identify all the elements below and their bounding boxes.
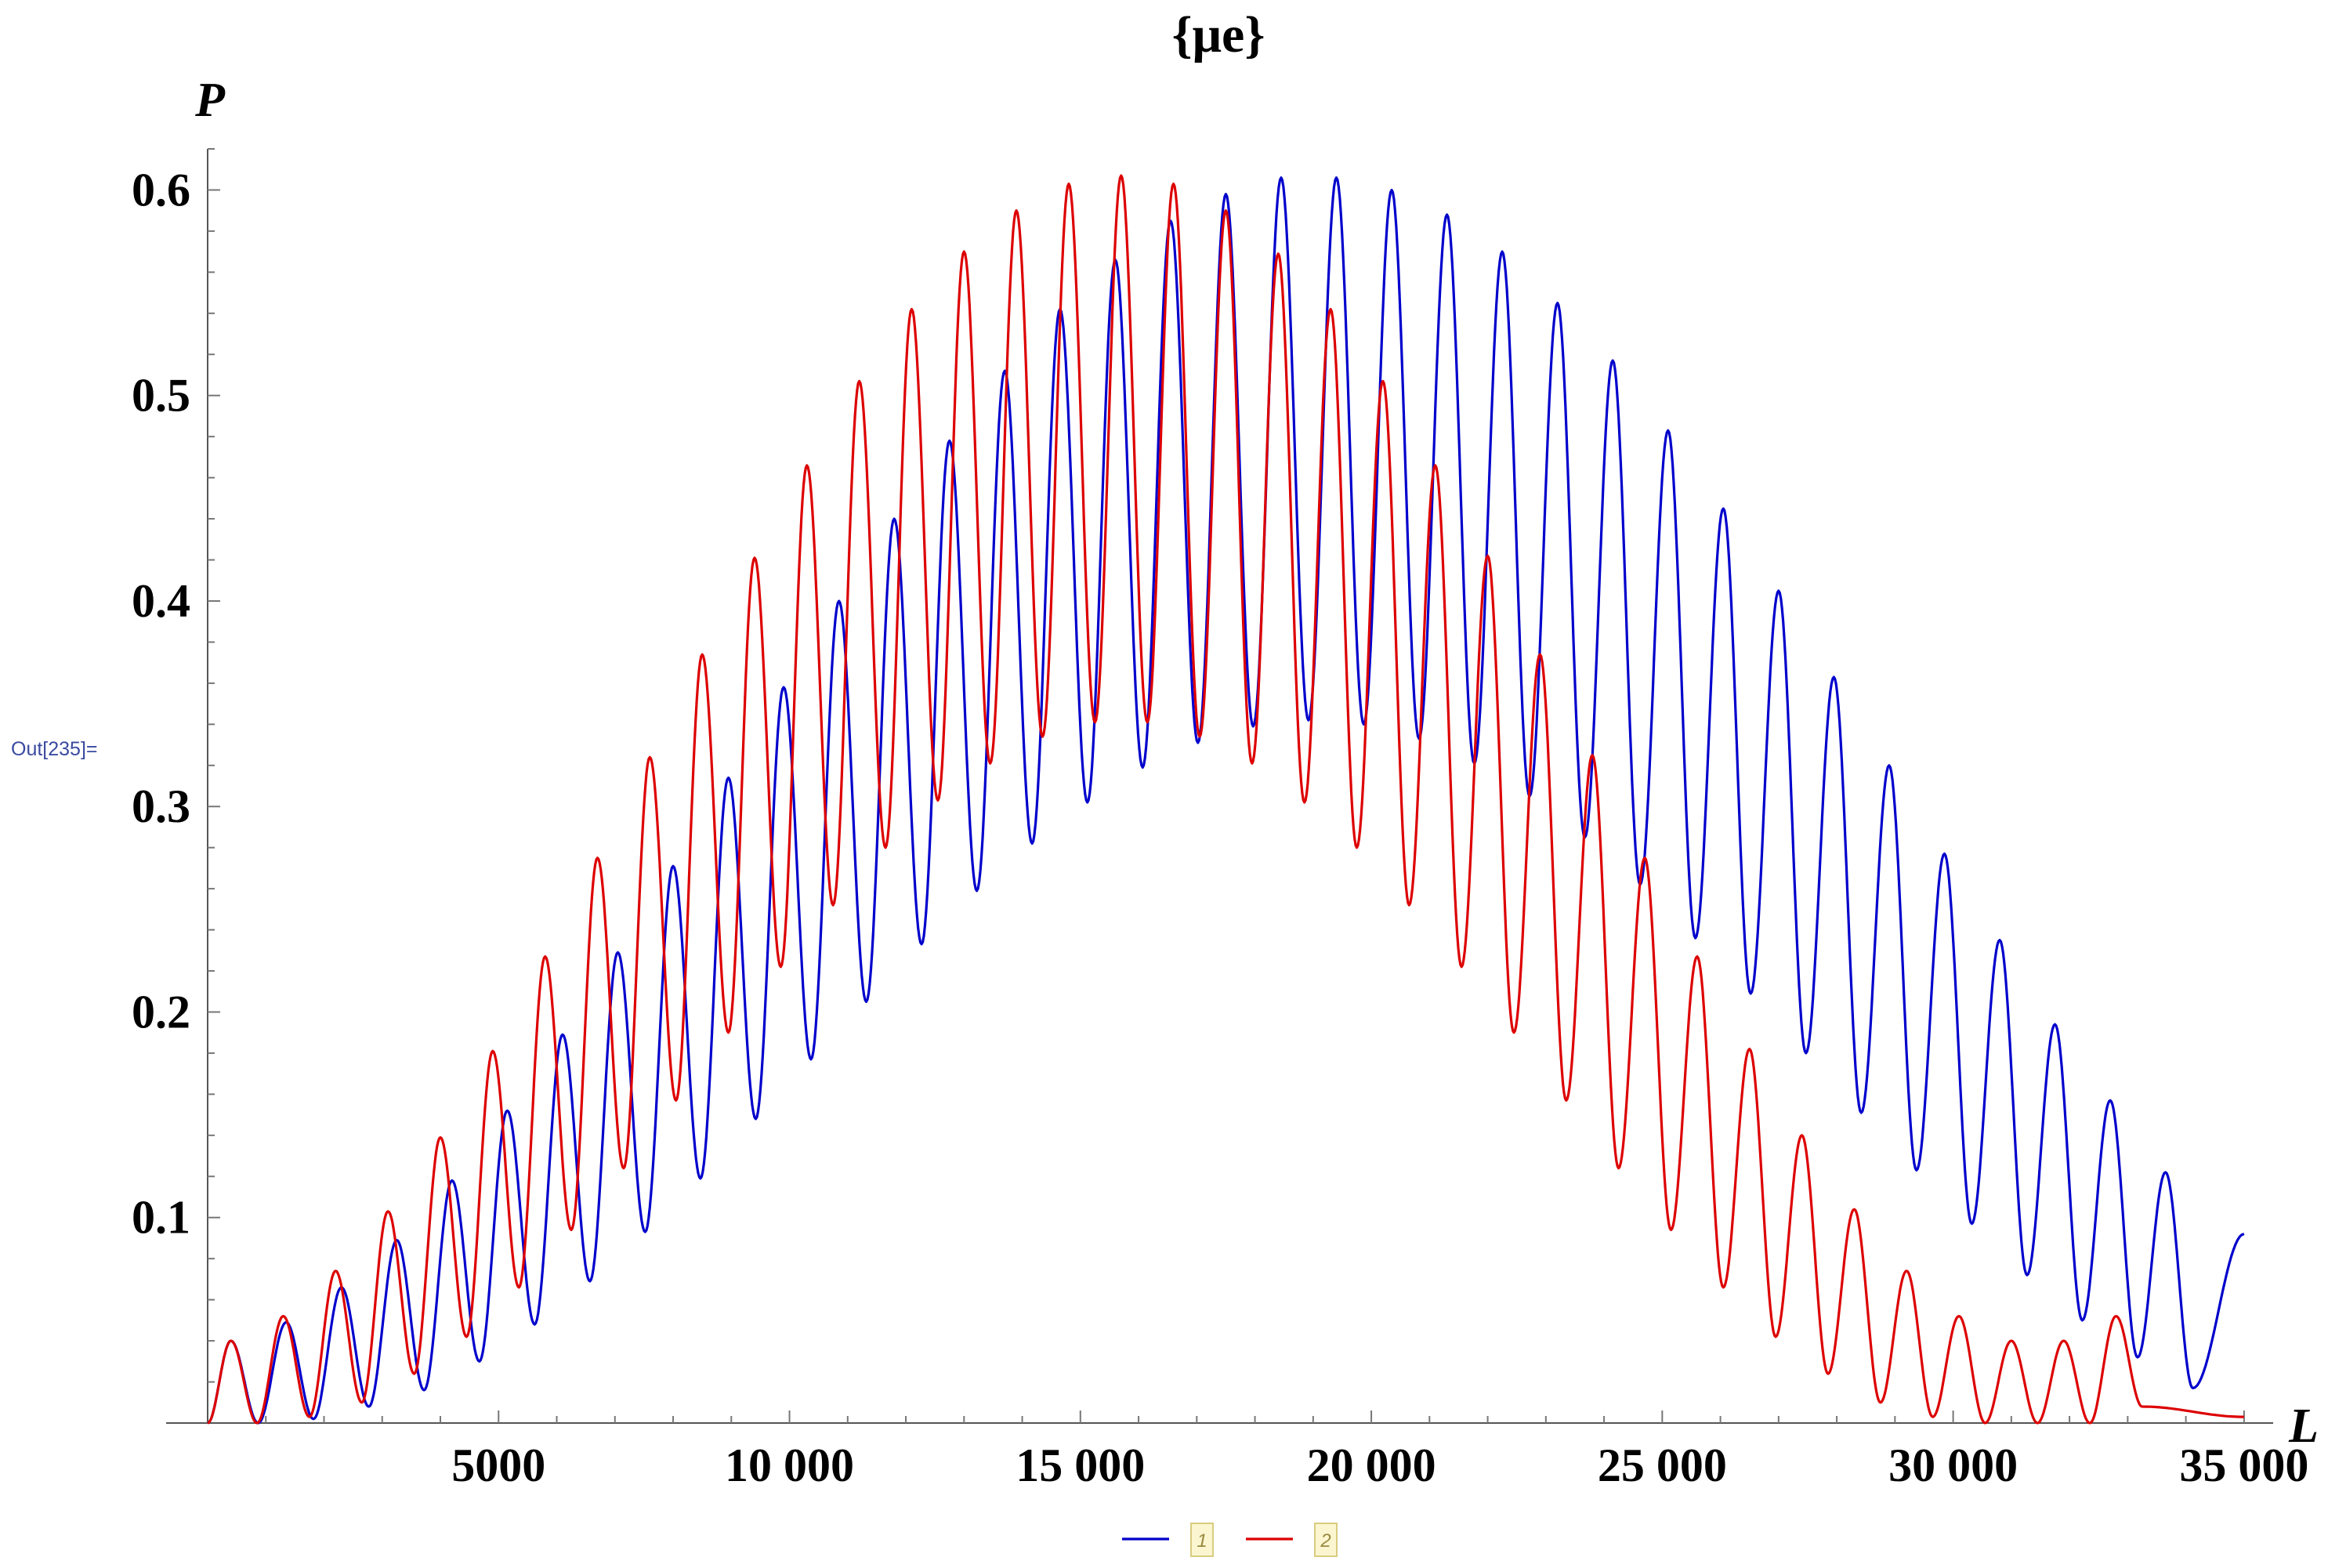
y-tick-label: 0.4: [132, 575, 190, 627]
chart-title: {μe}: [1172, 6, 1265, 63]
x-tick-label: 5000: [451, 1439, 545, 1491]
y-axis-label: P: [194, 74, 226, 127]
y-tick-label: 0.1: [132, 1192, 190, 1244]
y-tick-label: 0.3: [132, 780, 190, 832]
legend-label-box: [1190, 1523, 1214, 1557]
y-tick-label: 0.6: [132, 164, 190, 215]
x-axis-label: L: [2288, 1400, 2319, 1453]
series-line-1: [207, 176, 2245, 1425]
x-tick-label: 20 000: [1307, 1439, 1436, 1491]
legend-label-2: 2: [1320, 1530, 1331, 1552]
x-tick-label: 15 000: [1016, 1439, 1145, 1491]
series-layer: [207, 174, 2245, 1425]
axes: [166, 149, 2273, 1424]
x-tick-label: 30 000: [1888, 1439, 2018, 1491]
x-tick-label: 10 000: [725, 1439, 854, 1491]
legend-label-box: [1314, 1523, 1338, 1557]
x-tick-label: 25 000: [1598, 1439, 1727, 1491]
output-cell-label: Out[235]=: [11, 738, 98, 760]
x-tick-label: 35 000: [2179, 1439, 2308, 1491]
y-tick-label: 0.2: [132, 986, 190, 1037]
series-line-2: [207, 174, 2244, 1425]
legend-label-1: 1: [1197, 1530, 1207, 1552]
tick-labels: 5000 10 000 15 000 20 000 25 000 30 000 35 000…: [132, 164, 2308, 1491]
tick-marks: [208, 148, 2245, 1423]
y-tick-label: 0.5: [132, 370, 190, 422]
